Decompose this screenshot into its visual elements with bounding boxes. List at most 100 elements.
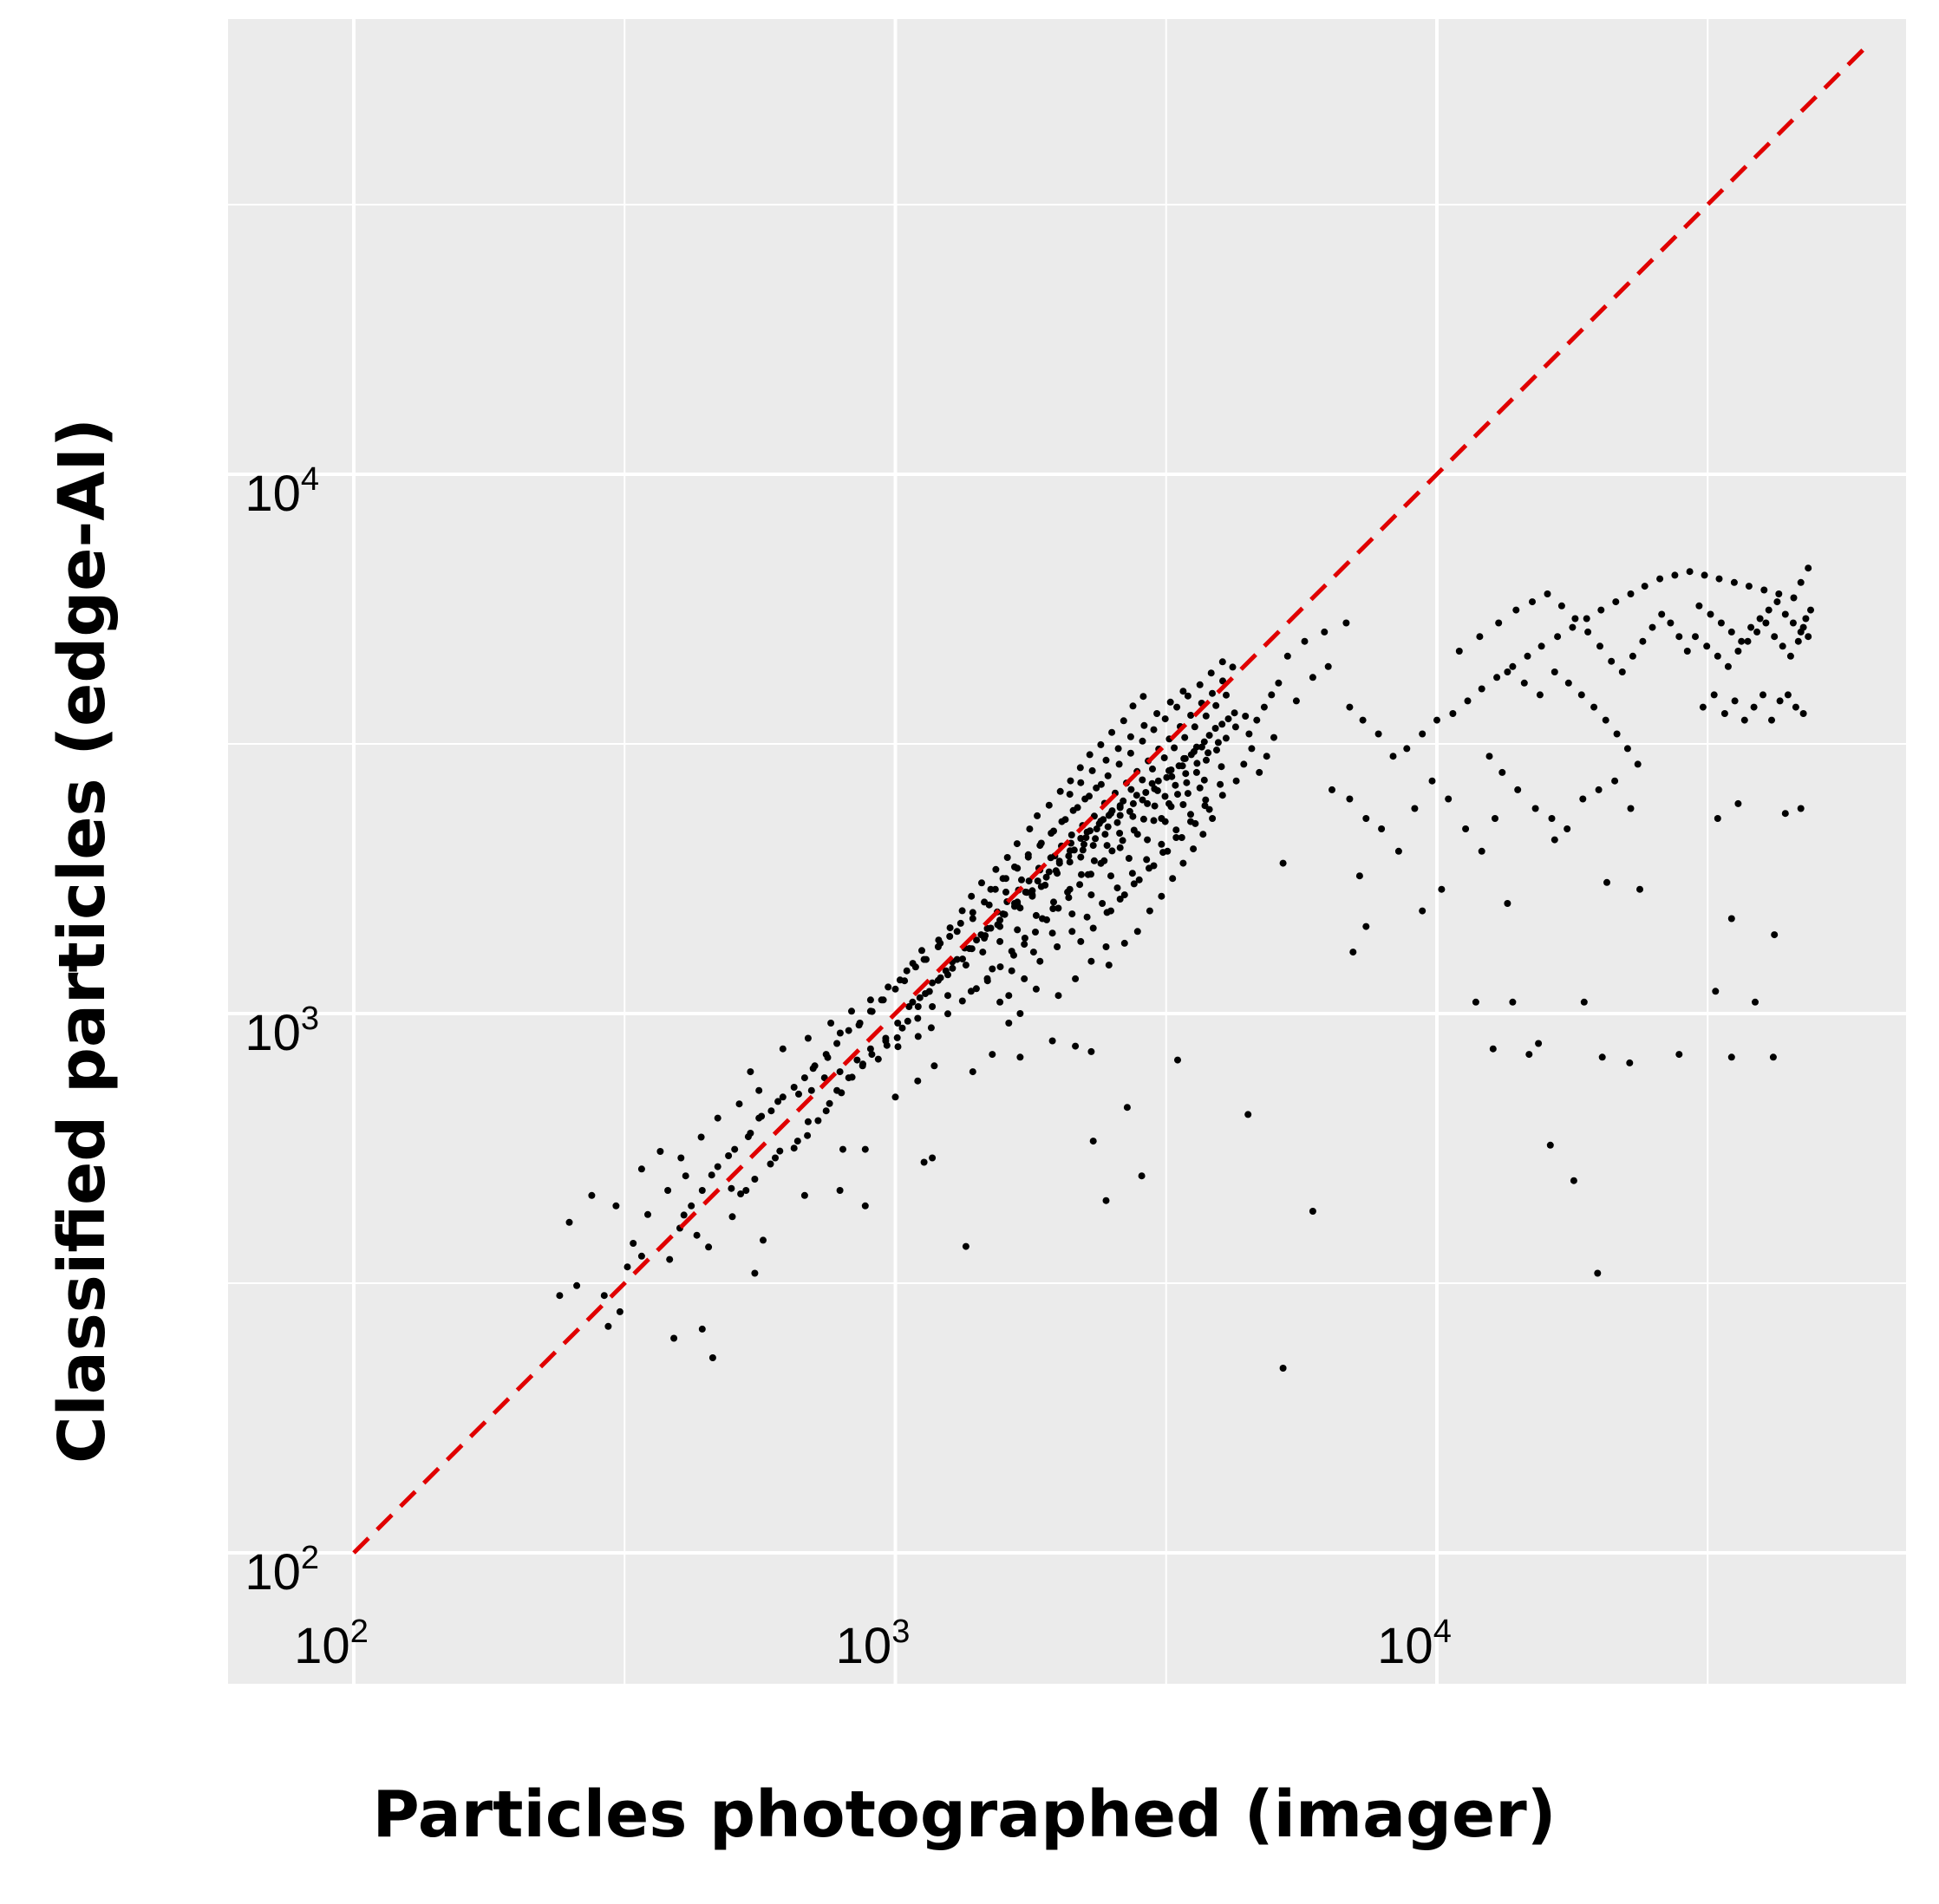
data-point — [996, 916, 1004, 924]
data-point — [856, 1020, 864, 1027]
data-point — [983, 977, 991, 985]
data-point — [1082, 834, 1090, 841]
data-point — [956, 919, 964, 927]
y-tick-label: 103 — [245, 1001, 319, 1061]
data-point — [1223, 691, 1230, 699]
data-point — [1008, 948, 1015, 955]
data-point — [1710, 691, 1718, 699]
data-point — [1268, 691, 1276, 699]
data-point — [1184, 790, 1191, 798]
data-point — [767, 1107, 775, 1115]
data-point — [1127, 786, 1135, 793]
data-point — [1202, 796, 1210, 804]
data-point — [1128, 870, 1136, 877]
data-point — [1169, 875, 1177, 883]
data-point — [793, 1138, 801, 1145]
data-point — [747, 1068, 754, 1076]
data-point — [827, 1020, 835, 1027]
data-point — [1093, 825, 1100, 832]
data-point — [891, 985, 899, 993]
data-point — [1449, 710, 1457, 717]
data-point — [693, 1231, 701, 1239]
data-point — [1504, 900, 1511, 907]
data-point — [800, 1191, 808, 1199]
data-point — [1205, 749, 1212, 757]
data-point — [1623, 745, 1631, 753]
data-point — [1433, 716, 1440, 724]
data-point — [1403, 745, 1411, 753]
data-point — [1183, 779, 1191, 786]
data-point — [1355, 872, 1363, 880]
data-point — [1054, 992, 1062, 1000]
data-point — [1253, 716, 1261, 724]
data-point — [1179, 859, 1187, 867]
data-point — [1050, 827, 1057, 835]
data-point — [1026, 825, 1034, 833]
data-point — [1546, 1141, 1554, 1149]
data-point — [1066, 885, 1074, 893]
data-point — [1148, 779, 1156, 787]
data-point — [1116, 812, 1124, 819]
data-point — [1167, 766, 1175, 773]
data-point — [1202, 712, 1210, 720]
y-axis-title: Classified particles (edge-AI) — [45, 418, 120, 1464]
data-point — [1079, 846, 1087, 854]
data-point — [1771, 633, 1779, 641]
data-point — [760, 1236, 767, 1244]
data-point — [853, 1056, 861, 1064]
data-point — [833, 1086, 841, 1094]
data-point — [1270, 734, 1277, 741]
data-point — [1745, 583, 1753, 590]
data-point — [708, 1171, 715, 1179]
data-point — [1149, 765, 1156, 773]
data-point — [1362, 923, 1370, 930]
data-point — [1032, 985, 1040, 993]
data-point — [1158, 892, 1165, 900]
data-point — [1207, 669, 1215, 677]
data-point — [1715, 575, 1723, 583]
data-point — [1492, 815, 1498, 822]
data-point — [973, 936, 981, 944]
data-point — [1196, 784, 1204, 792]
data-point — [1627, 805, 1635, 812]
data-point — [1139, 693, 1147, 701]
data-point — [1419, 907, 1427, 915]
data-point — [1150, 862, 1158, 870]
data-point — [1086, 751, 1094, 759]
data-point — [1084, 870, 1092, 878]
data-point — [1724, 662, 1732, 670]
data-point — [1045, 801, 1053, 809]
data-point — [1569, 623, 1577, 631]
data-point — [1135, 876, 1143, 884]
data-point — [1008, 967, 1015, 975]
data-point — [1564, 679, 1572, 687]
data-point — [1182, 770, 1190, 778]
data-point — [1394, 847, 1402, 855]
data-point — [1701, 571, 1708, 579]
data-point — [1032, 911, 1040, 919]
data-point — [1115, 760, 1123, 768]
data-point — [779, 1093, 787, 1101]
data-point — [1087, 957, 1095, 965]
data-point — [1113, 818, 1121, 826]
data-point — [1089, 842, 1097, 850]
data-point — [714, 1114, 721, 1122]
data-point — [1200, 776, 1208, 784]
data-point — [1055, 859, 1063, 867]
data-point — [1173, 703, 1181, 711]
data-point — [1129, 799, 1137, 807]
data-point — [1021, 935, 1028, 942]
data-point — [1068, 928, 1076, 936]
data-point — [1154, 777, 1162, 785]
data-point — [1248, 745, 1256, 753]
data-point — [1564, 825, 1571, 832]
data-point — [1478, 847, 1485, 855]
data-point — [822, 1051, 830, 1059]
data-point — [959, 955, 966, 963]
data-point — [1166, 698, 1174, 706]
data-point — [776, 1147, 784, 1155]
data-point — [967, 988, 975, 995]
data-point — [1036, 957, 1044, 965]
